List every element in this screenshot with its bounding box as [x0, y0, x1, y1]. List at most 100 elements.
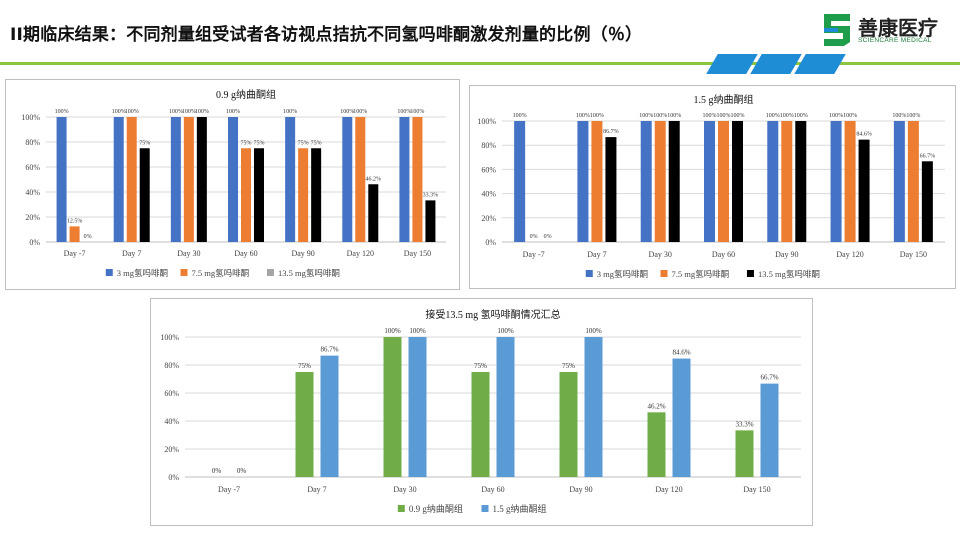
legend-label: 3 mg氢吗啡酮: [117, 268, 168, 278]
bar: [425, 200, 436, 242]
chart-svg: 1.5 g纳曲酮组 0% 20% 40% 60% 80% 100% Day -7 100% 0% 0…: [477, 93, 945, 279]
y-tick-label: 60%: [25, 163, 40, 172]
y-tick-label: 80%: [25, 138, 40, 147]
data-label: 100%: [125, 109, 139, 115]
data-label: 0%: [544, 234, 552, 240]
bar: [735, 430, 754, 477]
data-label: 100%: [731, 113, 745, 119]
data-label: 100%: [829, 113, 843, 119]
data-label: 100%: [794, 113, 808, 119]
bar: [640, 121, 652, 242]
y-tick-label: 20%: [25, 213, 40, 222]
x-tick-label: Day 30: [177, 249, 200, 258]
data-label: 100%: [169, 109, 183, 115]
bar: [767, 121, 779, 242]
bar: [577, 121, 589, 242]
legend-label: 1.5 g纳曲酮组: [493, 503, 547, 514]
x-tick-label: Day 7: [587, 250, 606, 259]
bar: [355, 117, 366, 242]
data-label: 100%: [353, 109, 367, 115]
data-label: 100%: [410, 109, 424, 115]
x-tick-label: Day 7: [122, 249, 141, 258]
logo-mark-icon: [824, 14, 850, 46]
data-label: 12.5%: [67, 218, 83, 224]
x-tick-label: Day 60: [712, 250, 735, 259]
y-tick-label: 80%: [164, 361, 179, 370]
data-label: 100%: [576, 113, 590, 119]
data-label: 100%: [513, 113, 527, 119]
bar: [295, 372, 314, 477]
x-tick-label: Day 7: [307, 485, 326, 494]
legend-swatch: [660, 270, 668, 277]
decor-stripe: [750, 54, 802, 74]
chart-0-9g: 0.9 g纳曲酮组 0% 20% 40% 60% 80% 100% Day -7 100% 12.…: [5, 79, 460, 290]
bar: [228, 117, 238, 242]
data-label: 100%: [409, 327, 426, 335]
legend-label: 7.5 mg氢吗啡酮: [192, 268, 250, 278]
x-tick-label: Day 120: [347, 249, 374, 258]
chart-svg: 0.9 g纳曲酮组 0% 20% 40% 60% 80% 100% Day -7 100% 12.…: [21, 88, 446, 278]
legend-label: 13.5 mg氢吗啡酮: [278, 268, 340, 278]
chart-summary: 接受13.5 mg 氢吗啡酮情况汇总 0% 20% 40% 60% 80% 100% Day …: [150, 298, 813, 526]
x-tick-label: Day 60: [481, 485, 504, 494]
y-tick-label: 0%: [485, 238, 496, 247]
bar: [605, 137, 617, 242]
data-label: 100%: [226, 109, 240, 115]
legend-label: 7.5 mg氢吗啡酮: [672, 269, 730, 279]
y-tick-label: 100%: [21, 113, 40, 122]
data-label: 100%: [182, 109, 196, 115]
bar: [69, 226, 80, 242]
x-tick-label: Day 90: [291, 249, 314, 258]
logo-text: 善康医疗: [858, 16, 938, 40]
x-tick-label: Day 150: [743, 485, 770, 494]
x-tick-label: Day 120: [836, 250, 863, 259]
data-label: 100%: [195, 109, 209, 115]
bar: [471, 372, 490, 477]
bar: [139, 148, 150, 242]
data-label: 100%: [283, 109, 297, 115]
data-label: 100%: [497, 327, 514, 335]
bar: [858, 139, 870, 242]
data-label: 75%: [311, 140, 322, 146]
data-label: 75%: [139, 140, 150, 146]
y-tick-label: 20%: [164, 445, 179, 454]
logo-subtext: SCIENCARE MEDICAL: [858, 37, 932, 44]
legend-swatch: [397, 505, 405, 512]
x-tick-label: Day 150: [404, 249, 431, 258]
bar: [196, 117, 207, 242]
bar: [311, 148, 322, 242]
legend-label: 3 mg氢吗啡酮: [597, 269, 648, 279]
decor-stripe: [794, 54, 846, 74]
data-label: 100%: [653, 113, 667, 119]
bar: [254, 148, 264, 242]
slide-title: II期临床结果：不同剂量组受试者各访视点拮抗不同氢吗啡酮激发剂量的比例（％）: [10, 25, 643, 45]
data-label: 46.2%: [366, 176, 382, 182]
x-tick-label: Day -7: [64, 249, 86, 258]
bar: [893, 121, 905, 242]
bar: [647, 412, 666, 477]
bar: [732, 121, 743, 242]
bar: [584, 337, 603, 477]
data-label: 0%: [84, 234, 92, 240]
chart-title: 接受13.5 mg 氢吗啡酮情况汇总: [425, 308, 560, 321]
bar: [760, 383, 779, 477]
chart-title: 1.5 g纳曲酮组: [694, 93, 754, 106]
legend-label: 0.9 g纳曲酮组: [409, 503, 463, 514]
data-label: 0%: [212, 467, 222, 475]
y-tick-label: 40%: [25, 188, 40, 197]
chart-svg: 接受13.5 mg 氢吗啡酮情况汇总 0% 20% 40% 60% 80% 100% Day …: [160, 308, 801, 514]
bar: [126, 117, 137, 242]
bar: [559, 372, 578, 477]
y-tick-label: 40%: [164, 417, 179, 426]
data-label: 46.2%: [647, 402, 665, 410]
data-label: 100%: [906, 113, 920, 119]
bar: [672, 358, 691, 477]
data-label: 84.6%: [856, 132, 872, 138]
data-label: 100%: [766, 113, 780, 119]
legend-swatch: [180, 269, 188, 276]
legend-swatch: [481, 505, 489, 512]
x-tick-label: Day 30: [393, 485, 416, 494]
bar: [298, 148, 309, 242]
legend-swatch: [585, 270, 593, 277]
data-label: 33.3%: [423, 192, 439, 198]
